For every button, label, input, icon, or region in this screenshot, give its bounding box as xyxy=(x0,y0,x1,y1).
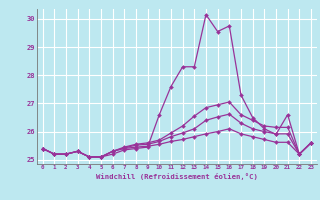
X-axis label: Windchill (Refroidissement éolien,°C): Windchill (Refroidissement éolien,°C) xyxy=(96,173,258,180)
